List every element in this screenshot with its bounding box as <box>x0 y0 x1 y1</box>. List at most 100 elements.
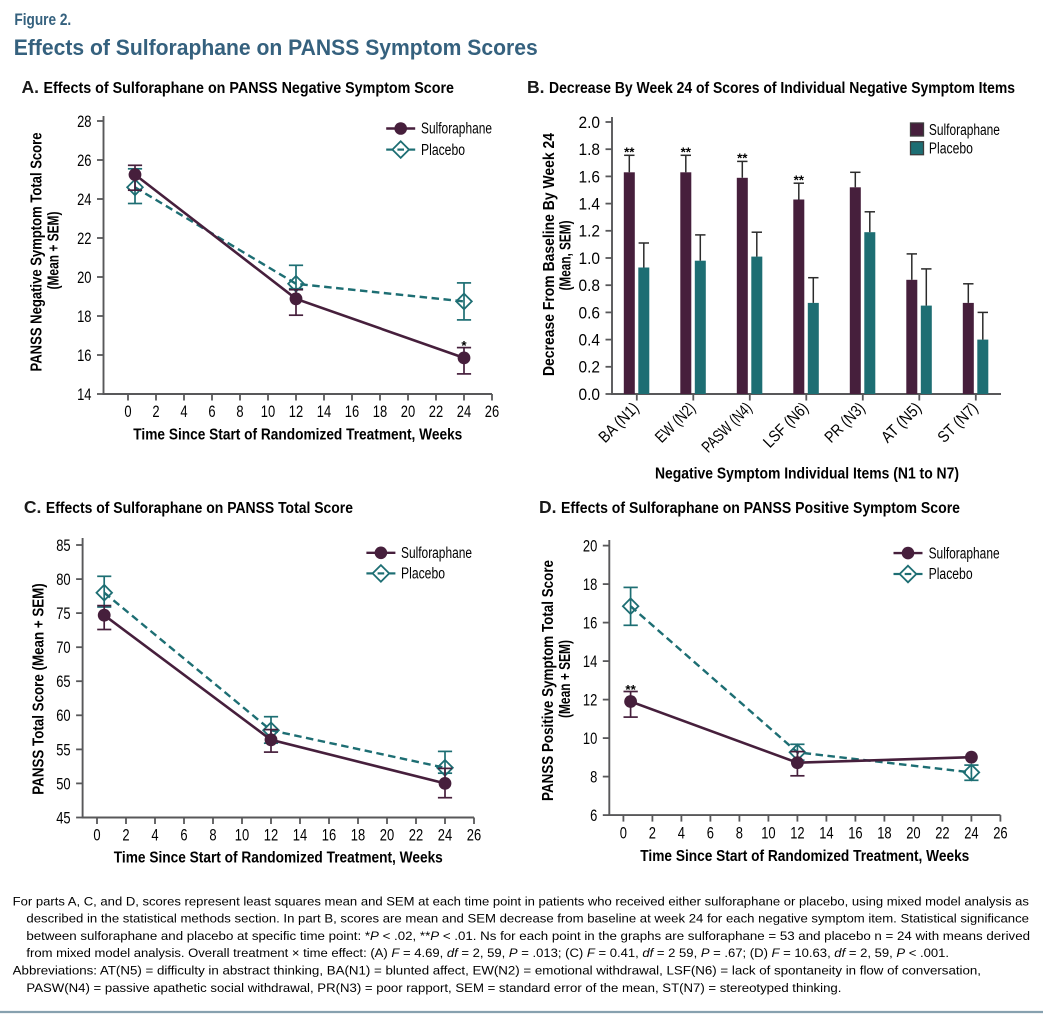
svg-text:BA (N1): BA (N1) <box>595 399 642 446</box>
svg-text:50: 50 <box>56 775 70 793</box>
svg-text:Abbreviations: AT(N5) = diffic: Abbreviations: AT(N5) = difficulty in ab… <box>13 964 981 978</box>
svg-text:8: 8 <box>236 403 243 421</box>
svg-text:18: 18 <box>77 308 91 326</box>
svg-text:Effects of Sulforaphane on PAN: Effects of Sulforaphane on PANSS Negativ… <box>44 80 455 97</box>
svg-text:For parts A, C, and D, scores: For parts A, C, and D, scores represent … <box>13 894 1029 908</box>
svg-text:Time Since Start of Randomized: Time Since Start of Randomized Treatment… <box>640 848 969 865</box>
svg-text:1.6: 1.6 <box>579 168 601 186</box>
svg-text:D.: D. <box>539 497 557 517</box>
svg-text:18: 18 <box>373 403 387 421</box>
svg-text:14: 14 <box>819 824 833 842</box>
svg-text:6: 6 <box>208 403 215 421</box>
svg-text:10: 10 <box>761 824 775 842</box>
svg-text:**: ** <box>625 682 636 697</box>
svg-text:C.: C. <box>24 497 42 517</box>
svg-text:0.6: 0.6 <box>579 304 601 322</box>
svg-text:AT (N5): AT (N5) <box>878 399 925 446</box>
svg-text:20: 20 <box>380 827 394 845</box>
svg-text:60: 60 <box>56 707 70 725</box>
svg-text:14: 14 <box>317 403 331 421</box>
svg-text:Time Since Start of Randomized: Time Since Start of Randomized Treatment… <box>133 427 462 444</box>
svg-text:16: 16 <box>848 824 862 842</box>
svg-text:Sulforaphane: Sulforaphane <box>421 121 492 138</box>
svg-text:Decrease By Week 24 of Scores: Decrease By Week 24 of Scores of Individ… <box>549 80 1015 97</box>
svg-text:12: 12 <box>289 403 303 421</box>
svg-text:4: 4 <box>180 403 187 421</box>
svg-text:12: 12 <box>583 692 597 710</box>
svg-text:PANSS Total Score (Mean + SEM): PANSS Total Score (Mean + SEM) <box>30 583 47 795</box>
svg-text:1.4: 1.4 <box>579 196 601 214</box>
svg-text:PR (N3): PR (N3) <box>821 399 868 446</box>
svg-text:2.0: 2.0 <box>579 114 601 132</box>
svg-text:0: 0 <box>93 827 100 845</box>
svg-text:Effects of Sulforaphane on PAN: Effects of Sulforaphane on PANSS Total S… <box>46 500 353 517</box>
svg-text:Decrease From Baseline By Week: Decrease From Baseline By Week 24 <box>541 133 558 376</box>
svg-text:(Mean + SEM): (Mean + SEM) <box>45 212 62 290</box>
svg-text:Effects of Sulforaphane on PAN: Effects of Sulforaphane on PANSS Symptom… <box>14 35 538 60</box>
svg-text:65: 65 <box>56 673 70 691</box>
svg-text:8: 8 <box>736 824 743 842</box>
svg-text:20: 20 <box>906 824 920 842</box>
svg-text:16: 16 <box>583 615 597 633</box>
svg-text:**: ** <box>681 145 692 160</box>
svg-text:26: 26 <box>467 827 481 845</box>
svg-text:4: 4 <box>151 827 158 845</box>
svg-text:16: 16 <box>77 347 91 365</box>
svg-text:**: ** <box>624 145 635 160</box>
svg-text:(Mean, SEM): (Mean, SEM) <box>558 221 575 291</box>
svg-text:**: ** <box>794 172 805 187</box>
svg-text:B.: B. <box>527 77 545 97</box>
svg-text:22: 22 <box>409 827 423 845</box>
svg-text:18: 18 <box>877 824 891 842</box>
svg-text:10: 10 <box>235 827 249 845</box>
svg-text:4: 4 <box>678 824 685 842</box>
svg-text:26: 26 <box>993 824 1007 842</box>
svg-text:85: 85 <box>56 537 70 555</box>
svg-text:12: 12 <box>264 827 278 845</box>
svg-text:22: 22 <box>77 230 91 248</box>
svg-text:8: 8 <box>590 769 597 787</box>
svg-text:16: 16 <box>345 403 359 421</box>
svg-text:80: 80 <box>56 571 70 589</box>
svg-text:70: 70 <box>56 639 70 657</box>
svg-text:55: 55 <box>56 741 70 759</box>
svg-text:16: 16 <box>322 827 336 845</box>
svg-text:A.: A. <box>22 77 40 97</box>
svg-text:12: 12 <box>790 824 804 842</box>
svg-text:Placebo: Placebo <box>401 566 445 583</box>
svg-text:8: 8 <box>209 827 216 845</box>
svg-text:2: 2 <box>122 827 129 845</box>
svg-text:18: 18 <box>351 827 365 845</box>
svg-text:Figure 2.: Figure 2. <box>14 10 71 29</box>
svg-text:PASW (N4): PASW (N4) <box>698 399 755 456</box>
svg-text:Placebo: Placebo <box>929 566 973 583</box>
svg-text:26: 26 <box>485 403 499 421</box>
svg-text:1.0: 1.0 <box>579 250 601 268</box>
svg-text:1.2: 1.2 <box>579 223 601 241</box>
svg-text:45: 45 <box>56 809 70 827</box>
svg-text:PANSS Negative Symptom Total S: PANSS Negative Symptom Total Score <box>29 132 46 371</box>
svg-text:0.4: 0.4 <box>579 332 601 350</box>
svg-text:0: 0 <box>124 403 131 421</box>
svg-text:24: 24 <box>77 191 91 209</box>
svg-text:**: ** <box>737 151 748 166</box>
svg-text:Sulforaphane: Sulforaphane <box>929 122 1000 139</box>
svg-text:1.8: 1.8 <box>579 141 601 159</box>
svg-text:0.8: 0.8 <box>579 277 601 295</box>
svg-text:Negative Symptom Individual It: Negative Symptom Individual Items (N1 to… <box>655 465 959 482</box>
svg-text:Placebo: Placebo <box>421 142 465 159</box>
svg-text:24: 24 <box>964 824 978 842</box>
svg-text:24: 24 <box>457 403 471 421</box>
svg-text:*: * <box>461 338 467 353</box>
svg-text:between sulforaphane and place: between sulforaphane and placebo at spec… <box>26 929 1030 943</box>
svg-text:from mixed model analysis. Ove: from mixed model analysis. Overall treat… <box>26 946 949 960</box>
svg-text:2: 2 <box>152 403 159 421</box>
svg-text:ST (N7): ST (N7) <box>934 399 981 446</box>
svg-text:described in the statistical m: described in the statistical methods sec… <box>26 912 1029 926</box>
svg-text:Sulforaphane: Sulforaphane <box>401 545 472 562</box>
svg-text:14: 14 <box>293 827 307 845</box>
svg-text:26: 26 <box>77 152 91 170</box>
svg-text:22: 22 <box>935 824 949 842</box>
svg-text:6: 6 <box>590 807 597 825</box>
svg-text:LSF (N6): LSF (N6) <box>760 399 812 451</box>
